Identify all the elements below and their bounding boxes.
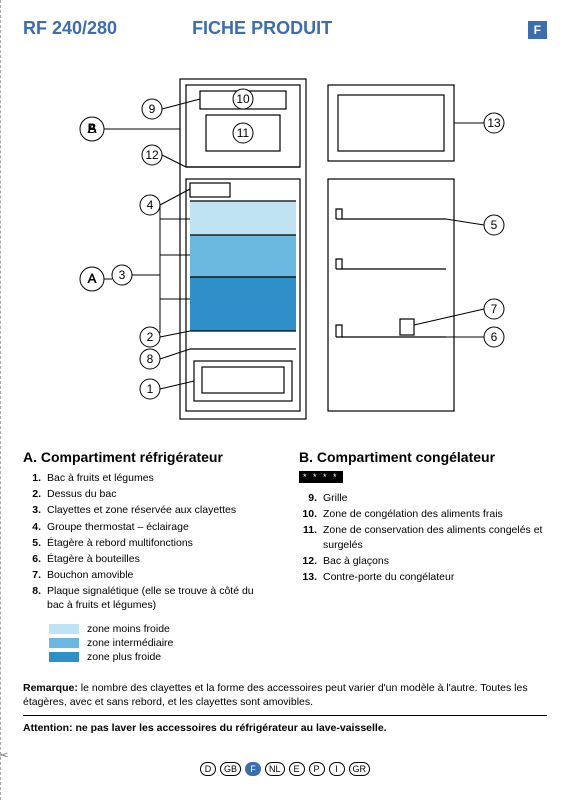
item-number: 8. — [23, 584, 47, 612]
item-number: 3. — [23, 503, 47, 517]
diagram-container: A A A B B A 9 10 11 12 4 3 2 8 1 13 5 7 … — [23, 69, 547, 429]
callout-4: 4 — [147, 198, 154, 212]
separator-line — [23, 715, 547, 716]
item-text: Zone de congélation des aliments frais — [323, 507, 547, 521]
list-item: 3.Clayettes et zone réservée aux clayett… — [23, 503, 271, 517]
item-text: Zone de conservation des aliments congel… — [323, 523, 547, 551]
item-number: 11. — [299, 523, 323, 551]
item-number: 9. — [299, 491, 323, 505]
list-item: 8.Plaque signalétique (elle se trouve à … — [23, 584, 271, 612]
item-number: 10. — [299, 507, 323, 521]
item-number: 2. — [23, 487, 47, 501]
item-number: 1. — [23, 471, 47, 485]
item-text: Clayettes et zone réservée aux clayettes — [47, 503, 271, 517]
item-number: 4. — [23, 520, 47, 534]
section-A: A. Compartiment réfrigérateur 1.Bac à fr… — [23, 449, 271, 665]
list-item: 7.Bouchon amovible — [23, 568, 271, 582]
item-text: Bouchon amovible — [47, 568, 271, 582]
list-item: 1.Bac à fruits et légumes — [23, 471, 271, 485]
list-item: 9.Grille — [299, 491, 547, 505]
list-item: 2.Dessus du bac — [23, 487, 271, 501]
legend-label: zone plus froide — [87, 651, 161, 663]
callout-3: 3 — [119, 268, 126, 282]
list-item: 11.Zone de conservation des aliments con… — [299, 523, 547, 551]
list-item: 4.Groupe thermostat – éclairage — [23, 520, 271, 534]
item-text: Étagère à rebord multifonctions — [47, 536, 271, 550]
section-A-list: 1.Bac à fruits et légumes2.Dessus du bac… — [23, 471, 271, 613]
item-number: 7. — [23, 568, 47, 582]
lang-code-gb: GB — [220, 762, 241, 776]
lang-code-e: E — [289, 762, 305, 776]
section-A-heading: A. Compartiment réfrigérateur — [23, 449, 271, 465]
item-text: Étagère à bouteilles — [47, 552, 271, 566]
item-number: 13. — [299, 570, 323, 584]
callout-2: 2 — [147, 330, 154, 344]
legend-label: zone intermédiaire — [87, 637, 173, 649]
item-number: 6. — [23, 552, 47, 566]
item-number: 12. — [299, 554, 323, 568]
legend-row: zone plus froide — [23, 651, 271, 663]
callout-10: 10 — [236, 92, 250, 106]
callout-5: 5 — [491, 218, 498, 232]
lang-code-d: D — [200, 762, 216, 776]
section-B-heading: B. Compartiment congélateur — [299, 449, 547, 465]
item-text: Plaque signalétique (elle se trouve à cô… — [47, 584, 271, 612]
list-item: 5.Étagère à rebord multifonctions — [23, 536, 271, 550]
callout-9: 9 — [149, 102, 156, 116]
model-number: RF 240/280 — [23, 18, 117, 39]
section-B: B. Compartiment congélateur * * * * 9.Gr… — [299, 449, 547, 665]
lang-code-f: F — [245, 762, 261, 776]
item-number: 5. — [23, 536, 47, 550]
callout-1: 1 — [147, 382, 154, 396]
legend-row: zone intermédiaire — [23, 637, 271, 649]
legend-swatch — [49, 652, 79, 662]
item-text: Groupe thermostat – éclairage — [47, 520, 271, 534]
callout-8: 8 — [147, 352, 154, 366]
zone-legend: zone moins froide zone intermédiaire zone … — [23, 623, 271, 663]
callout-13: 13 — [487, 116, 501, 130]
product-diagram: A A A B B A 9 10 11 12 4 3 2 8 1 13 5 7 … — [50, 69, 520, 429]
legend-swatch — [49, 624, 79, 634]
lang-code-nl: NL — [265, 762, 285, 776]
callout-11: 11 — [237, 126, 250, 140]
lang-code-i: I — [329, 762, 345, 776]
legend-label: zone moins froide — [87, 623, 170, 635]
list-item: 12.Bac à glaçons — [299, 554, 547, 568]
language-badge: F — [528, 21, 547, 39]
list-item: 13.Contre-porte du congélateur — [299, 570, 547, 584]
attention-text: Attention: ne pas laver les accessoires … — [23, 722, 547, 734]
scissor-icon: ✂ — [0, 747, 9, 764]
list-item: 6.Étagère à bouteilles — [23, 552, 271, 566]
callout-A-label: A — [88, 272, 96, 286]
page-header: RF 240/280 FICHE PRODUIT F — [23, 18, 547, 39]
item-text: Bac à glaçons — [323, 554, 547, 568]
remark-block: Remarque: le nombre des clayettes et la … — [23, 681, 547, 709]
callout-7: 7 — [491, 302, 498, 316]
item-text: Contre-porte du congélateur — [323, 570, 547, 584]
legend-row: zone moins froide — [23, 623, 271, 635]
callout-B-label: B — [88, 122, 96, 136]
item-text: Grille — [323, 491, 547, 505]
item-text: Dessus du bac — [47, 487, 271, 501]
callout-6: 6 — [491, 330, 498, 344]
lang-code-p: P — [309, 762, 325, 776]
legend-swatch — [49, 638, 79, 648]
remark-label: Remarque: — [23, 682, 78, 694]
section-B-list: 9.Grille10.Zone de congélation des alime… — [299, 491, 547, 584]
footer-language-codes: D GB F NL EPI GR — [23, 762, 547, 776]
remark-text: le nombre des clayettes et la forme des … — [23, 682, 528, 708]
lang-code-gr: GR — [349, 762, 371, 776]
item-text: Bac à fruits et légumes — [47, 471, 271, 485]
freezer-star-rating: * * * * — [299, 471, 343, 483]
callout-12: 12 — [145, 148, 159, 162]
description-columns: A. Compartiment réfrigérateur 1.Bac à fr… — [23, 449, 547, 665]
list-item: 10.Zone de congélation des aliments frai… — [299, 507, 547, 521]
page-title: FICHE PRODUIT — [192, 18, 332, 39]
